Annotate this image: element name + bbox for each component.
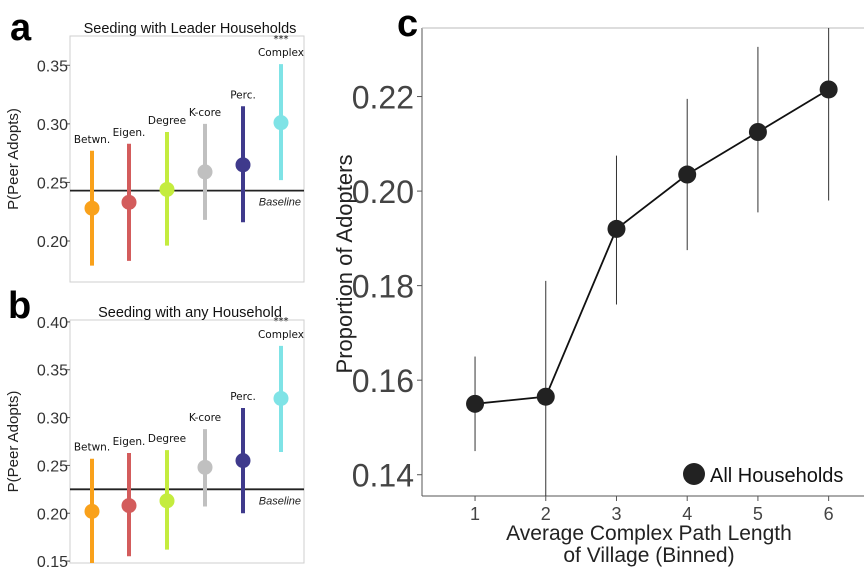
y-axis-label: P(Peer Adopts) <box>5 108 22 210</box>
baseline-label: Baseline <box>259 197 301 209</box>
point-label: K-core <box>189 107 221 119</box>
legend-label: All Households <box>710 465 843 487</box>
chart-title: Seeding with any Household <box>98 305 282 321</box>
plot-frame <box>69 35 305 283</box>
point-label: Eigen. <box>113 127 146 139</box>
panel-a: a Seeding with Leader Households 0.20 0.25 0… <box>5 7 305 283</box>
y-tick-label: 0.16 <box>352 363 414 399</box>
x-tick-label: 2 <box>541 504 551 524</box>
baseline-label: Baseline <box>259 495 301 507</box>
y-tick-label: 0.18 <box>352 269 414 305</box>
x-tick-label: 4 <box>682 504 692 524</box>
data-point <box>536 387 555 406</box>
panel-c: c 0.14 0.16 0.18 0.20 0.22 1 2 3 4 5 6 Average Compl… <box>332 3 864 567</box>
y-tick-label: 0.30 <box>37 411 68 428</box>
plot-frame <box>69 319 305 564</box>
data-point <box>159 493 175 509</box>
data-point <box>235 157 251 173</box>
data-point <box>607 219 626 238</box>
y-tick-label: 0.35 <box>37 58 68 75</box>
y-tick-label: 0.40 <box>37 315 68 332</box>
y-tick-label: 0.15 <box>37 554 68 569</box>
chart-title: Seeding with Leader Households <box>84 21 297 37</box>
point-label: Perc. <box>230 89 256 101</box>
y-tick-label: 0.14 <box>352 458 414 494</box>
panel-letter: a <box>10 7 32 49</box>
panel-letter: c <box>397 3 418 45</box>
data-point <box>678 165 697 184</box>
data-point <box>273 390 289 406</box>
data-point <box>819 80 838 99</box>
y-tick-label: 0.35 <box>37 363 68 380</box>
significance-label: *** <box>274 34 289 45</box>
point-label: Degree <box>148 433 186 445</box>
point-label: Betwn. <box>74 134 110 146</box>
point-label: Perc. <box>230 391 256 403</box>
y-tick-label: 0.25 <box>37 458 68 475</box>
y-tick-label: 0.20 <box>37 234 68 251</box>
point-label: Betwn. <box>74 442 110 454</box>
data-point <box>197 459 213 475</box>
significance-label: *** <box>274 316 289 327</box>
x-tick-label: 1 <box>470 504 480 524</box>
point-label: Eigen. <box>113 436 146 448</box>
data-point <box>197 164 213 180</box>
data-point <box>84 200 100 216</box>
data-point <box>466 394 485 413</box>
x-axis-label: of Village (Binned) <box>563 544 734 567</box>
y-tick-label: 0.22 <box>352 80 414 116</box>
data-point <box>121 194 137 210</box>
y-tick-label: 0.25 <box>37 175 68 192</box>
point-label: Complex <box>258 47 304 59</box>
data-point <box>235 453 251 469</box>
y-tick-label: 0.20 <box>352 174 414 210</box>
data-point <box>748 123 767 141</box>
legend-marker <box>683 463 705 485</box>
y-tick-label: 0.20 <box>37 506 68 523</box>
x-axis-label: Average Complex Path Length <box>506 522 792 545</box>
series-line <box>474 88 830 405</box>
x-tick-label: 5 <box>753 504 763 524</box>
point-label: K-core <box>189 412 221 424</box>
data-point <box>159 181 175 197</box>
point-label: Complex <box>258 329 304 341</box>
y-axis-label: P(Peer Adopts) <box>5 391 22 493</box>
panel-letter: b <box>8 285 31 327</box>
data-point <box>273 115 289 131</box>
point-label: Degree <box>148 115 186 127</box>
x-tick-label: 6 <box>824 504 834 524</box>
data-point <box>121 498 137 514</box>
panel-b: b Seeding with any Household 0.15 0.20 0.25 0… <box>5 285 305 569</box>
data-point <box>84 503 100 519</box>
x-tick-label: 3 <box>611 504 621 524</box>
y-tick-label: 0.30 <box>37 117 68 134</box>
y-axis-label: Proportion of Adopters <box>332 155 357 374</box>
